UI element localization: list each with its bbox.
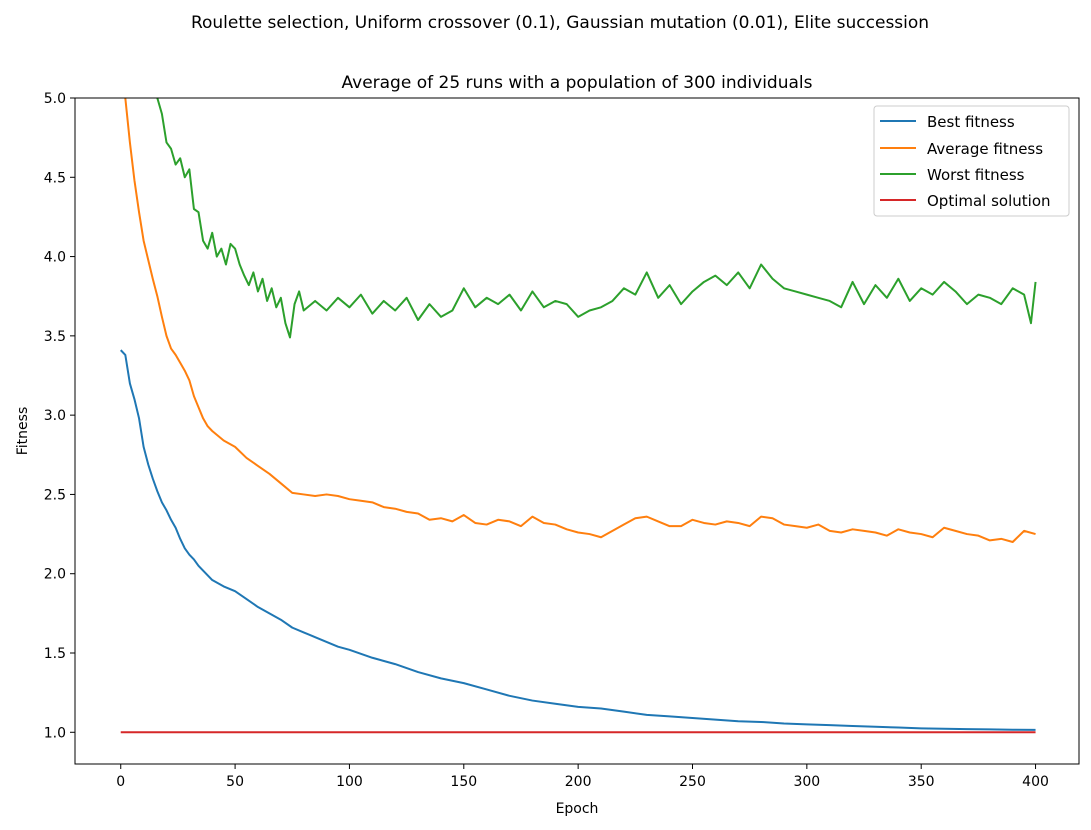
figure-suptitle: Roulette selection, Uniform crossover (0… — [191, 13, 929, 33]
legend-label-optimal-solution: Optimal solution — [927, 192, 1051, 210]
x-tick-label: 200 — [565, 774, 592, 790]
series-line-best-fitness — [120, 349, 1036, 731]
series-line-worst-fitness — [156, 98, 1037, 339]
series-line-average-fitness — [124, 98, 1036, 543]
plot-frame — [74, 97, 1080, 765]
y-tick-label: 2.0 — [44, 567, 66, 583]
legend-label-average-fitness: Average fitness — [927, 140, 1043, 158]
x-tick-label: 400 — [1022, 774, 1049, 790]
x-tick-label: 50 — [226, 774, 244, 790]
y-tick-label: 1.5 — [44, 646, 66, 662]
y-tick-label: 5.0 — [44, 91, 66, 107]
x-tick-label: 300 — [793, 774, 820, 790]
legend-label-worst-fitness: Worst fitness — [927, 166, 1025, 184]
legend: Best fitness Average fitness Worst fitne… — [873, 105, 1070, 217]
y-axis-label: Fitness — [15, 407, 31, 456]
legend-label-best-fitness: Best fitness — [927, 113, 1015, 131]
y-axis: 1.0 1.5 2.0 2.5 3.0 3.5 4.0 4.5 5.0 — [44, 91, 75, 741]
y-tick-label: 3.5 — [44, 329, 66, 345]
y-tick-label: 3.0 — [44, 408, 66, 424]
y-tick-label: 4.5 — [44, 170, 66, 186]
x-axis-label: Epoch — [556, 801, 599, 817]
y-tick-label: 4.0 — [44, 250, 66, 266]
x-tick-label: 100 — [336, 774, 363, 790]
x-tick-label: 0 — [116, 774, 125, 790]
x-tick-label: 250 — [679, 774, 706, 790]
x-tick-label: 350 — [908, 774, 935, 790]
y-tick-label: 2.5 — [44, 487, 66, 503]
legend-box — [873, 105, 1070, 217]
series-layer — [120, 98, 1037, 734]
chart-title: Average of 25 runs with a population of … — [342, 73, 813, 93]
x-axis: 0 50 100 150 200 250 300 350 400 — [116, 764, 1049, 790]
x-tick-label: 150 — [450, 774, 477, 790]
y-tick-label: 1.0 — [44, 725, 66, 741]
